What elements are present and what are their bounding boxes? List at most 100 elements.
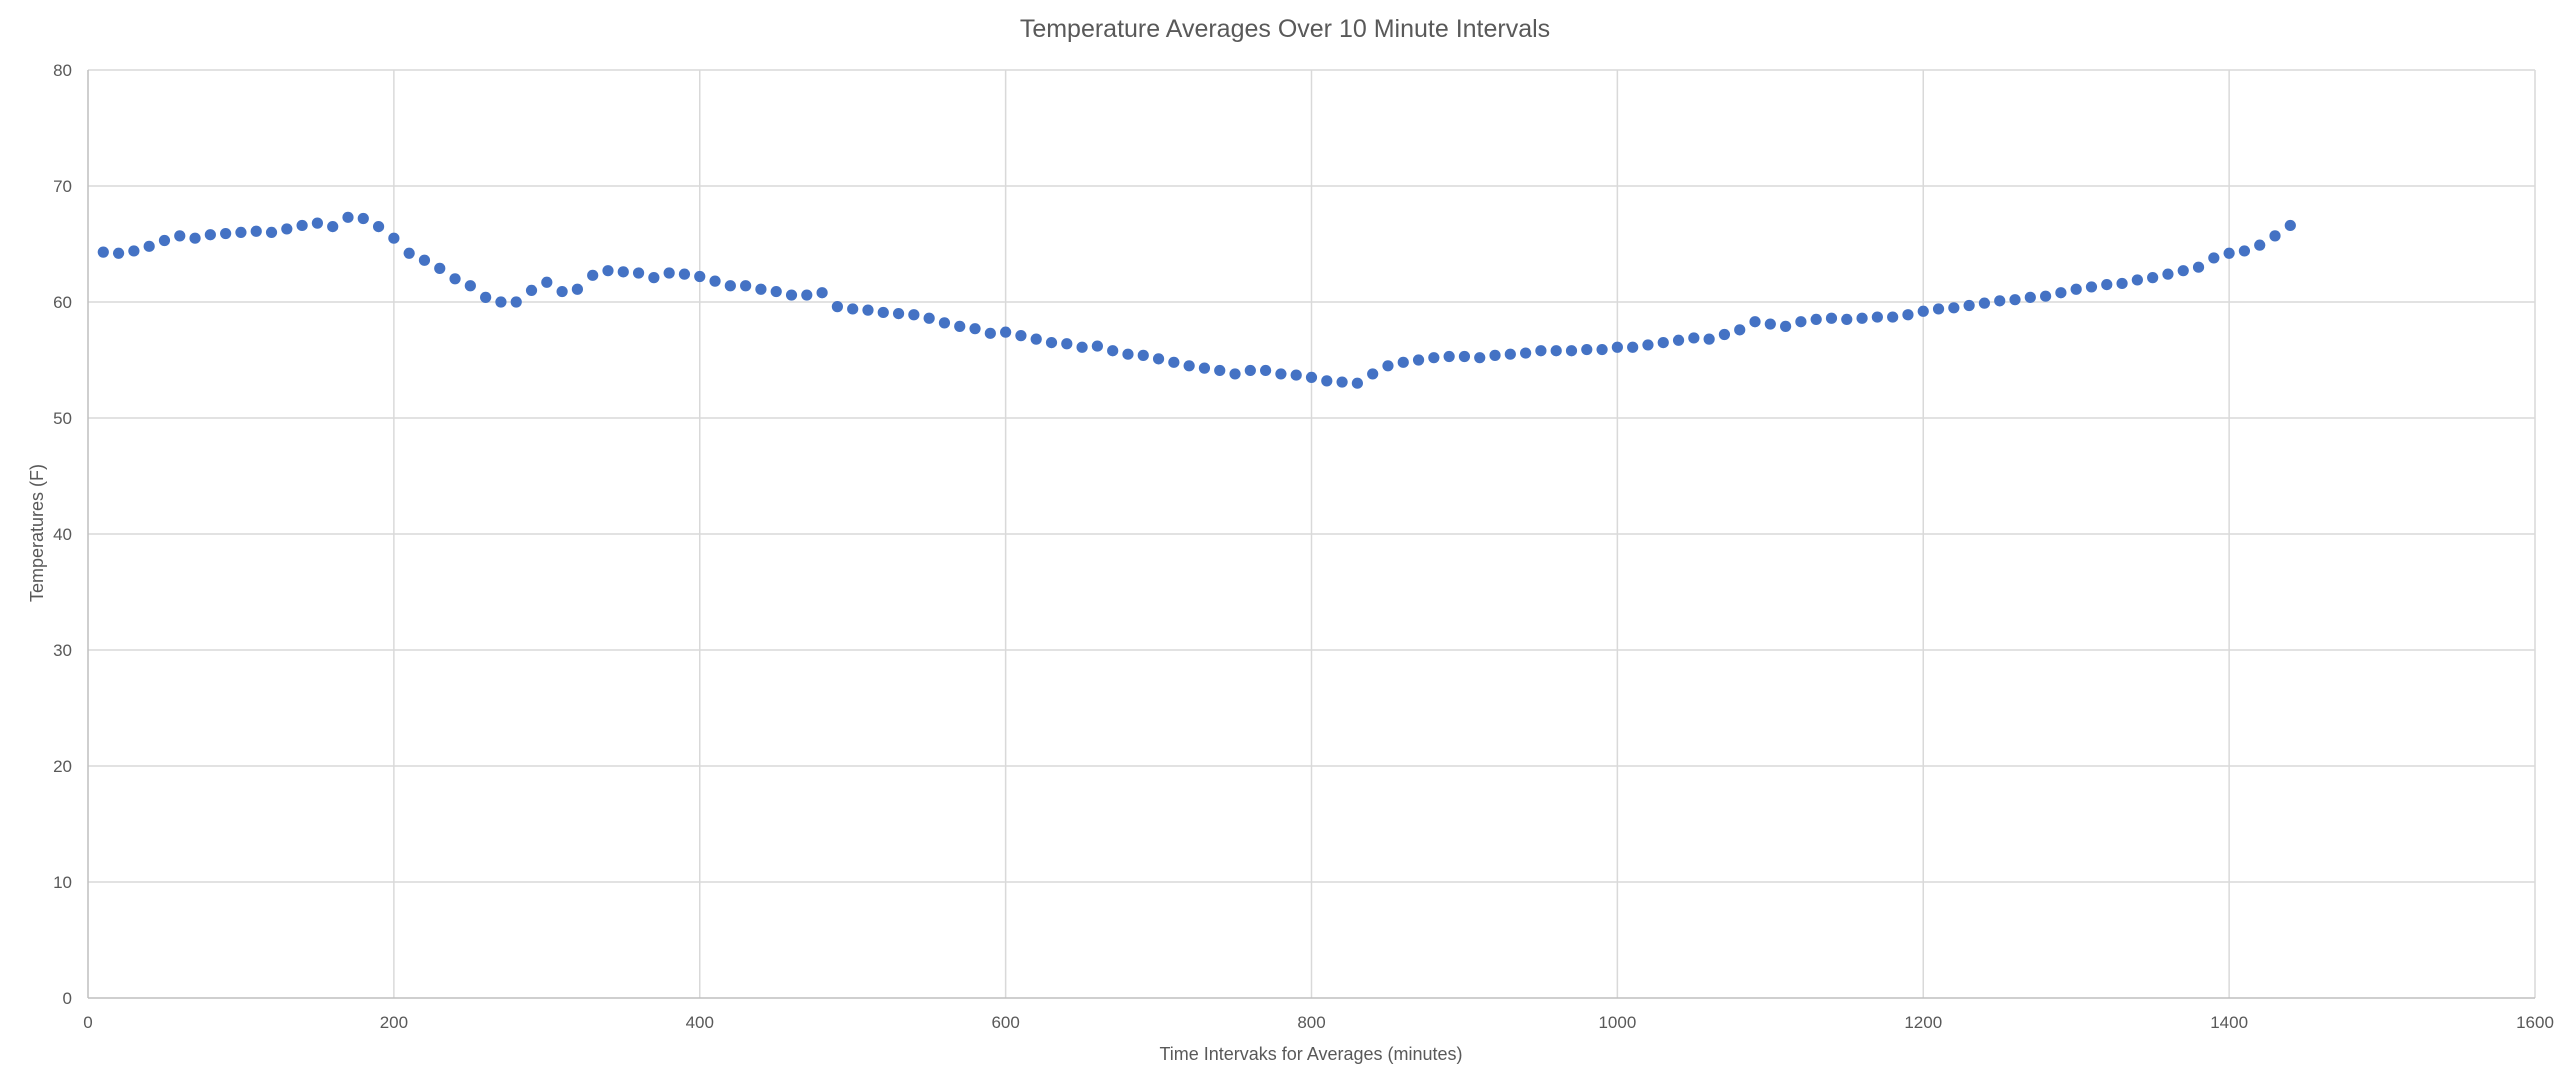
- x-tick-label: 800: [1297, 1013, 1325, 1032]
- data-point: [2238, 245, 2251, 257]
- data-point: [1611, 341, 1623, 353]
- data-point: [1581, 343, 1593, 356]
- data-point: [1932, 303, 1945, 315]
- data-point: [587, 269, 599, 281]
- data-point: [541, 276, 553, 288]
- data-point: [2177, 265, 2189, 277]
- data-point: [1917, 305, 1929, 317]
- data-point: [464, 280, 476, 292]
- data-point: [250, 225, 262, 237]
- data-point: [617, 266, 629, 278]
- y-tick-label: 60: [53, 293, 72, 312]
- data-point: [694, 270, 706, 283]
- data-point: [2055, 287, 2067, 299]
- y-tick-label: 10: [53, 873, 72, 892]
- data-point: [1076, 341, 1088, 353]
- data-point: [2147, 272, 2159, 284]
- x-tick-label: 600: [991, 1013, 1019, 1032]
- data-point: [785, 289, 798, 301]
- data-point: [1489, 349, 1501, 361]
- data-point: [2254, 239, 2266, 251]
- data-point: [1841, 313, 1853, 325]
- data-point: [311, 217, 324, 229]
- data-point: [1627, 341, 1639, 353]
- data-point: [1994, 295, 2006, 307]
- data-point: [1978, 297, 1991, 309]
- data-point: [1030, 333, 1042, 345]
- data-point: [235, 226, 247, 238]
- data-point: [724, 280, 736, 292]
- data-point: [1718, 328, 1731, 341]
- y-tick-label: 50: [53, 409, 72, 428]
- data-point: [2162, 268, 2174, 280]
- data-point: [2040, 290, 2052, 302]
- data-point: [908, 309, 920, 321]
- data-point: [2131, 274, 2143, 286]
- data-point: [97, 246, 109, 258]
- data-point: [1642, 339, 1654, 351]
- data-point: [1244, 364, 1256, 377]
- data-point: [1825, 312, 1838, 324]
- data-point: [1122, 348, 1134, 360]
- data-point: [204, 229, 216, 241]
- data-point: [1550, 345, 1562, 357]
- data-point: [1520, 347, 1532, 359]
- data-point: [709, 275, 721, 287]
- data-point: [342, 211, 354, 223]
- data-point: [357, 212, 369, 225]
- data-point: [2223, 247, 2235, 259]
- data-point: [128, 245, 140, 257]
- data-point: [1596, 343, 1608, 356]
- data-point: [1168, 356, 1180, 368]
- data-point: [1367, 368, 1379, 380]
- data-point: [2284, 219, 2296, 232]
- data-point: [1428, 352, 1440, 364]
- data-point: [327, 221, 339, 233]
- data-point: [1734, 324, 1746, 336]
- data-point: [1657, 337, 1669, 349]
- x-tick-label: 400: [686, 1013, 714, 1032]
- data-point: [2024, 291, 2036, 303]
- data-point: [112, 247, 125, 259]
- data-point: [1856, 312, 1868, 324]
- data-point: [1321, 375, 1333, 387]
- y-tick-label: 70: [53, 177, 72, 196]
- data-point: [801, 289, 813, 301]
- data-point: [862, 304, 874, 316]
- data-point: [1963, 299, 1975, 312]
- data-point: [1948, 302, 1960, 314]
- y-tick-label: 40: [53, 525, 72, 544]
- x-tick-label: 1200: [1904, 1013, 1942, 1032]
- data-point: [1688, 332, 1700, 344]
- data-point: [525, 284, 538, 296]
- data-point: [1061, 338, 1073, 350]
- data-point: [1887, 311, 1899, 323]
- data-point: [1351, 377, 1363, 389]
- data-point: [189, 232, 201, 244]
- data-point: [984, 327, 996, 339]
- data-point: [1152, 353, 1165, 365]
- data-point: [1137, 349, 1149, 361]
- data-point: [1871, 311, 1883, 323]
- data-point: [495, 296, 507, 308]
- data-point: [770, 285, 782, 298]
- data-point: [816, 287, 828, 299]
- data-point: [480, 291, 492, 303]
- data-point: [1000, 326, 1012, 338]
- data-point: [265, 226, 278, 238]
- y-tick-label: 80: [53, 61, 72, 80]
- x-tick-label: 1000: [1598, 1013, 1636, 1032]
- data-point: [1107, 345, 1119, 357]
- x-tick-label: 1600: [2516, 1013, 2554, 1032]
- data-point: [434, 262, 446, 274]
- y-tick-label: 0: [63, 989, 72, 1008]
- data-point: [1305, 371, 1318, 383]
- data-point: [1290, 369, 1302, 381]
- data-point: [1749, 316, 1761, 328]
- x-tick-label: 1400: [2210, 1013, 2248, 1032]
- data-point: [281, 223, 293, 235]
- data-point: [1229, 368, 1241, 380]
- data-point: [571, 283, 584, 295]
